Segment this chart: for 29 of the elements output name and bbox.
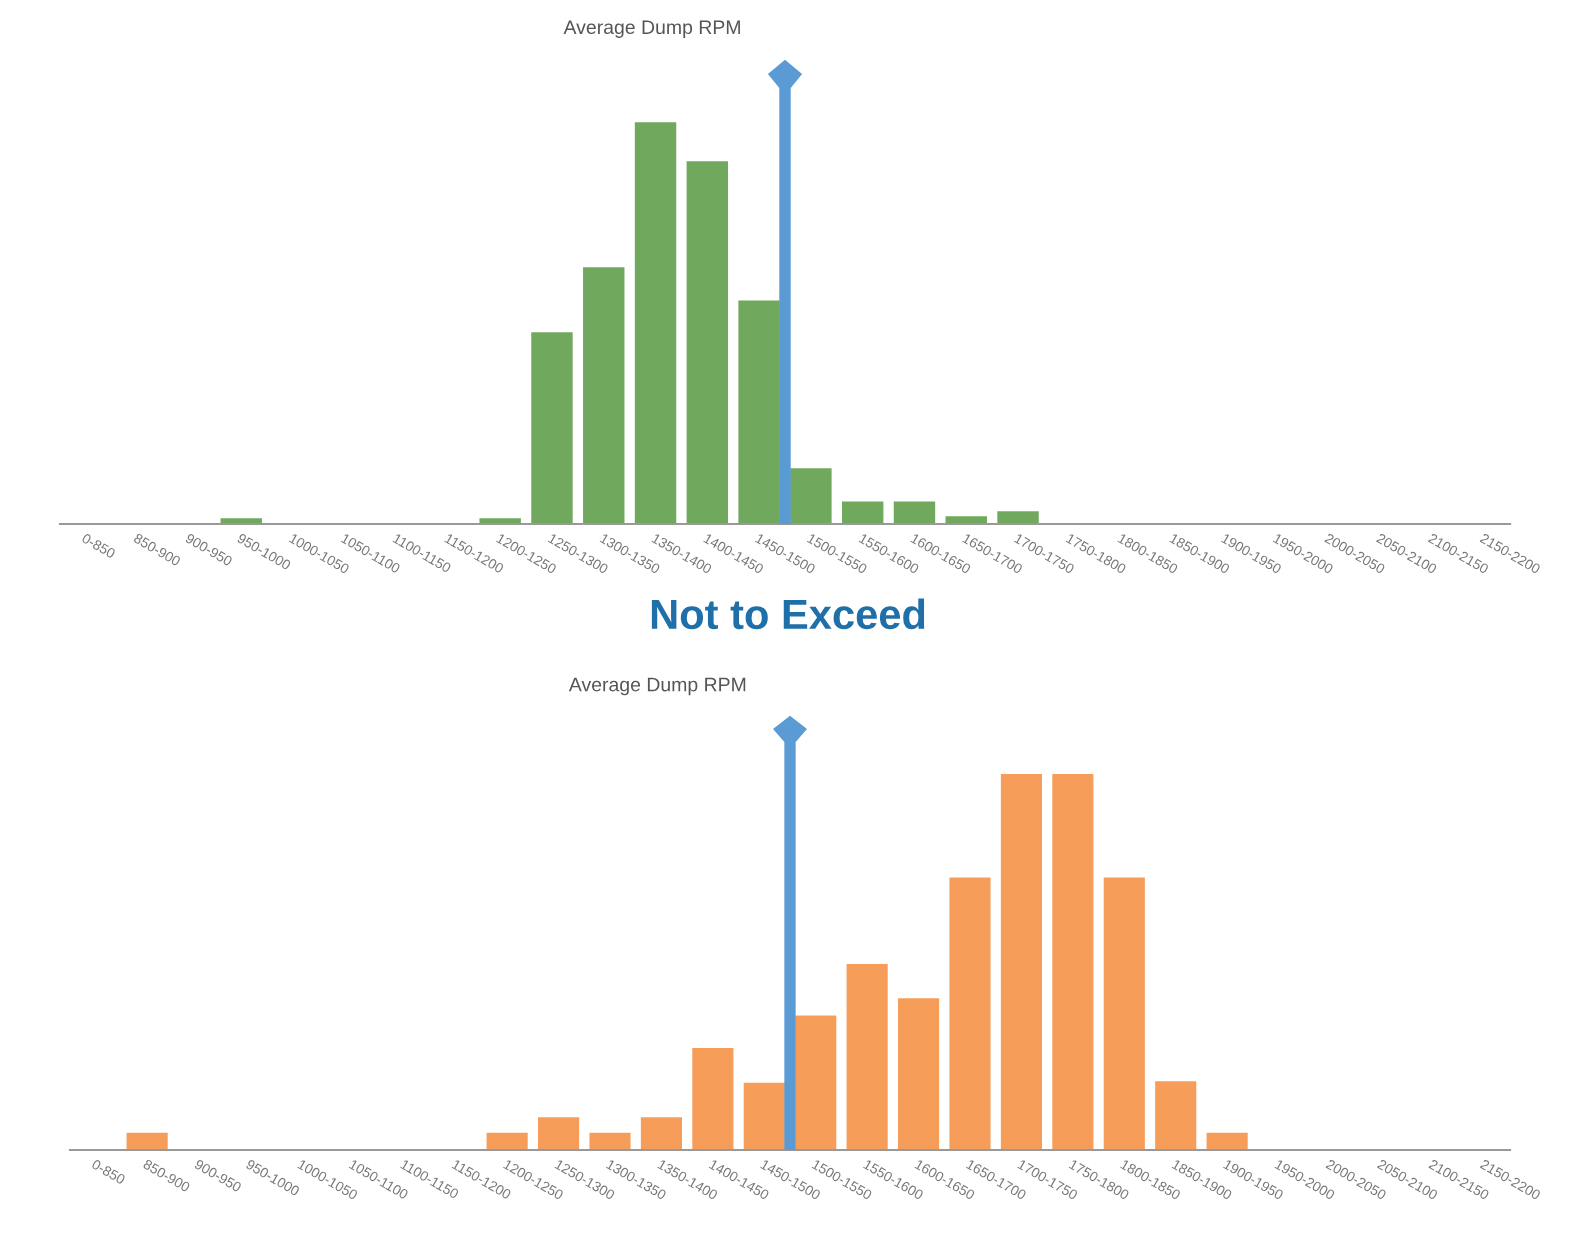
- text: Not to Exceed: [651, 598, 925, 630]
- bar: [997, 511, 1039, 524]
- chart-title: Average Dump RPM: [568, 677, 746, 696]
- bar: [583, 267, 625, 524]
- bar: [846, 963, 888, 1150]
- bar: [486, 1132, 528, 1150]
- bar: [692, 1048, 734, 1150]
- bar: [949, 877, 991, 1150]
- bar: [479, 518, 521, 524]
- chart-title: Average Dump RPM: [563, 20, 740, 38]
- bar: [640, 1117, 682, 1150]
- bar: [841, 501, 884, 524]
- bar: [795, 1015, 837, 1150]
- bar: [1155, 1081, 1197, 1150]
- bar: [686, 161, 729, 524]
- bar: [1000, 774, 1042, 1150]
- bar: [634, 122, 677, 524]
- bar: [945, 516, 987, 524]
- bar: [893, 501, 936, 524]
- bar: [743, 1082, 785, 1150]
- bar: [790, 468, 832, 524]
- bar: [531, 332, 573, 524]
- bar: [1052, 774, 1094, 1150]
- bar: [1103, 877, 1145, 1150]
- bar: [126, 1132, 168, 1150]
- bar: [898, 998, 940, 1150]
- bar: [1206, 1132, 1248, 1150]
- bar: [538, 1117, 580, 1150]
- bar: [589, 1132, 631, 1150]
